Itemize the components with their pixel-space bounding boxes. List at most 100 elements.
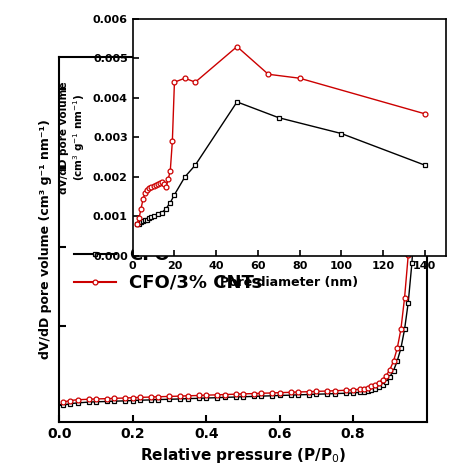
- CFO: [130, 398, 136, 403]
- Y-axis label: dV/dD pore volume
(cm$^3$ g$^{-1}$ nm$^{-1}$): dV/dD pore volume (cm$^3$ g$^{-1}$ nm$^{…: [59, 81, 87, 194]
- CFO/3% CNTs: [155, 394, 161, 400]
- CFO/3% CNTs: [258, 391, 264, 396]
- CFO/3% CNTs: [369, 383, 374, 389]
- CFO: [383, 379, 389, 384]
- CFO: [178, 396, 183, 402]
- X-axis label: Pore diameter (nm): Pore diameter (nm): [220, 276, 358, 289]
- CFO: [313, 392, 319, 397]
- CFO: [409, 260, 415, 266]
- CFO: [288, 392, 293, 398]
- CFO: [413, 197, 419, 203]
- CFO/3% CNTs: [402, 295, 408, 301]
- CFO: [104, 399, 110, 404]
- CFO/3% CNTs: [166, 393, 172, 399]
- CFO/3% CNTs: [86, 396, 91, 402]
- CFO/3% CNTs: [277, 390, 283, 395]
- CFO: [361, 389, 367, 394]
- CFO: [387, 374, 392, 380]
- CFO: [365, 388, 371, 393]
- CFO/3% CNTs: [111, 395, 117, 401]
- CFO/3% CNTs: [122, 395, 128, 401]
- CFO: [251, 393, 257, 399]
- CFO: [350, 390, 356, 396]
- X-axis label: Relative pressure (P/P$_0$): Relative pressure (P/P$_0$): [140, 447, 346, 465]
- CFO: [93, 399, 99, 405]
- CFO/3% CNTs: [405, 252, 411, 258]
- CFO/3% CNTs: [288, 390, 293, 395]
- CFO/3% CNTs: [93, 396, 99, 402]
- CFO/3% CNTs: [391, 358, 396, 364]
- CFO/3% CNTs: [365, 385, 371, 391]
- CFO/3% CNTs: [350, 387, 356, 392]
- CFO/3% CNTs: [67, 398, 73, 403]
- CFO/3% CNTs: [104, 396, 110, 401]
- CFO/3% CNTs: [313, 389, 319, 394]
- CFO/3% CNTs: [214, 392, 220, 398]
- CFO/3% CNTs: [372, 382, 378, 388]
- CFO: [86, 399, 91, 405]
- CFO/3% CNTs: [413, 71, 419, 76]
- Line: CFO: CFO: [61, 198, 418, 408]
- CFO: [332, 391, 337, 396]
- CFO: [240, 394, 246, 400]
- CFO: [343, 391, 348, 396]
- CFO/3% CNTs: [251, 391, 257, 396]
- CFO/3% CNTs: [295, 389, 301, 395]
- Legend: CFO, CFO/3% CNTs: CFO, CFO/3% CNTs: [68, 239, 269, 298]
- CFO/3% CNTs: [222, 392, 228, 397]
- CFO: [67, 401, 73, 407]
- CFO/3% CNTs: [383, 373, 389, 378]
- CFO: [75, 400, 81, 406]
- CFO/3% CNTs: [332, 388, 337, 393]
- CFO/3% CNTs: [325, 388, 330, 394]
- CFO/3% CNTs: [409, 181, 415, 187]
- CFO: [391, 368, 396, 374]
- CFO: [148, 397, 154, 403]
- CFO/3% CNTs: [196, 392, 202, 398]
- CFO: [380, 382, 385, 388]
- CFO/3% CNTs: [376, 380, 382, 385]
- CFO: [277, 392, 283, 398]
- CFO/3% CNTs: [380, 377, 385, 383]
- CFO: [376, 384, 382, 390]
- CFO: [222, 394, 228, 400]
- CFO/3% CNTs: [185, 393, 191, 399]
- CFO/3% CNTs: [75, 397, 81, 402]
- Line: CFO/3% CNTs: CFO/3% CNTs: [61, 71, 418, 404]
- CFO/3% CNTs: [60, 399, 66, 405]
- CFO: [325, 391, 330, 397]
- CFO/3% CNTs: [148, 394, 154, 400]
- CFO/3% CNTs: [137, 394, 143, 400]
- CFO: [233, 394, 238, 400]
- CFO/3% CNTs: [203, 392, 209, 398]
- CFO: [196, 395, 202, 401]
- CFO: [137, 397, 143, 403]
- CFO: [306, 392, 312, 397]
- CFO: [402, 327, 408, 332]
- CFO/3% CNTs: [394, 346, 400, 351]
- CFO: [369, 387, 374, 392]
- CFO/3% CNTs: [233, 392, 238, 397]
- CFO: [258, 393, 264, 399]
- CFO: [269, 393, 275, 399]
- CFO/3% CNTs: [240, 391, 246, 397]
- CFO/3% CNTs: [130, 395, 136, 401]
- CFO: [166, 396, 172, 402]
- CFO: [405, 300, 411, 305]
- CFO: [185, 396, 191, 401]
- CFO: [203, 395, 209, 401]
- CFO: [122, 398, 128, 404]
- CFO/3% CNTs: [357, 386, 363, 392]
- CFO: [155, 397, 161, 402]
- CFO: [357, 390, 363, 395]
- CFO/3% CNTs: [343, 387, 348, 393]
- CFO/3% CNTs: [387, 367, 392, 373]
- Y-axis label: dV/dD pore volume (cm³ g⁻¹ nm⁻¹): dV/dD pore volume (cm³ g⁻¹ nm⁻¹): [38, 119, 52, 359]
- CFO/3% CNTs: [361, 386, 367, 392]
- CFO: [60, 402, 66, 408]
- CFO/3% CNTs: [269, 390, 275, 396]
- CFO: [394, 358, 400, 364]
- CFO/3% CNTs: [398, 327, 404, 332]
- CFO: [111, 398, 117, 404]
- CFO/3% CNTs: [178, 393, 183, 399]
